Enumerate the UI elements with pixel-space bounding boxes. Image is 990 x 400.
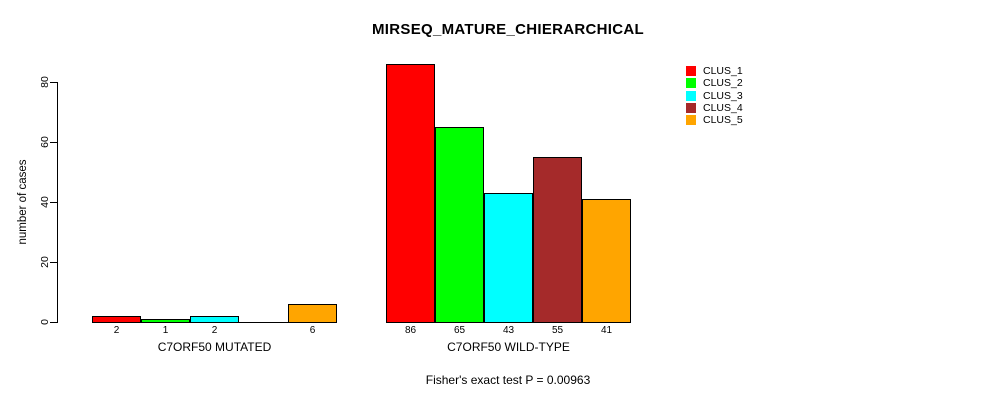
y-tick-mark <box>50 82 57 83</box>
legend-item: CLUS_1 <box>686 65 743 77</box>
legend-swatch-clus_1 <box>686 66 696 77</box>
bar-value-label: 86 <box>404 325 417 336</box>
legend-item: CLUS_3 <box>686 90 743 102</box>
y-tick-label: 0 <box>39 319 51 325</box>
legend-label: CLUS_3 <box>703 89 743 102</box>
legend-swatch-clus_5 <box>686 115 696 126</box>
legend-swatch-clus_4 <box>686 103 696 114</box>
bar-clus_5 <box>582 199 631 323</box>
y-tick-label: 20 <box>39 256 51 268</box>
bar-value-label: 6 <box>309 325 316 336</box>
bar-clus_1 <box>386 64 435 323</box>
legend-label: CLUS_2 <box>703 77 743 90</box>
bar-clus_5 <box>288 304 337 323</box>
y-tick-mark <box>50 262 57 263</box>
bar-clus_4 <box>533 157 582 323</box>
y-axis-line <box>57 82 58 323</box>
legend-item: CLUS_4 <box>686 102 743 114</box>
bar-value-label: 55 <box>551 325 564 336</box>
bar-clus_2 <box>141 319 190 323</box>
chart-title: MIRSEQ_MATURE_CHIERARCHICAL <box>372 21 644 38</box>
bar-value-label: 1 <box>162 325 169 336</box>
y-tick-mark <box>50 142 57 143</box>
footer-note: Fisher's exact test P = 0.00963 <box>425 373 591 387</box>
y-tick-mark <box>50 202 57 203</box>
bar-value-label: 65 <box>453 325 466 336</box>
group-label: C7ORF50 MUTATED <box>157 340 272 354</box>
bar-clus_2 <box>435 127 484 323</box>
y-tick-mark <box>50 322 57 323</box>
bar-value-label: 43 <box>502 325 515 336</box>
legend-swatch-clus_3 <box>686 90 696 101</box>
legend-swatch-clus_2 <box>686 78 696 89</box>
bar-clus_3 <box>484 193 533 323</box>
bar-value-label: 2 <box>211 325 218 336</box>
bar-value-label: 41 <box>600 325 613 336</box>
bar-value-label: 2 <box>113 325 120 336</box>
legend-label: CLUS_1 <box>703 65 743 78</box>
y-axis-title: number of cases <box>17 159 29 245</box>
group-label: C7ORF50 WILD-TYPE <box>447 340 570 354</box>
legend-item: CLUS_5 <box>686 114 743 126</box>
legend-label: CLUS_4 <box>703 102 743 115</box>
y-tick-label: 60 <box>39 136 51 148</box>
legend: CLUS_1 CLUS_2 CLUS_3 CLUS_4 CLUS_5 <box>686 65 743 126</box>
legend-item: CLUS_2 <box>686 77 743 89</box>
bar-clus_1 <box>92 316 141 323</box>
y-tick-label: 40 <box>39 196 51 208</box>
legend-label: CLUS_5 <box>703 114 743 127</box>
y-tick-label: 80 <box>39 76 51 88</box>
bar-clus_3 <box>190 316 239 323</box>
